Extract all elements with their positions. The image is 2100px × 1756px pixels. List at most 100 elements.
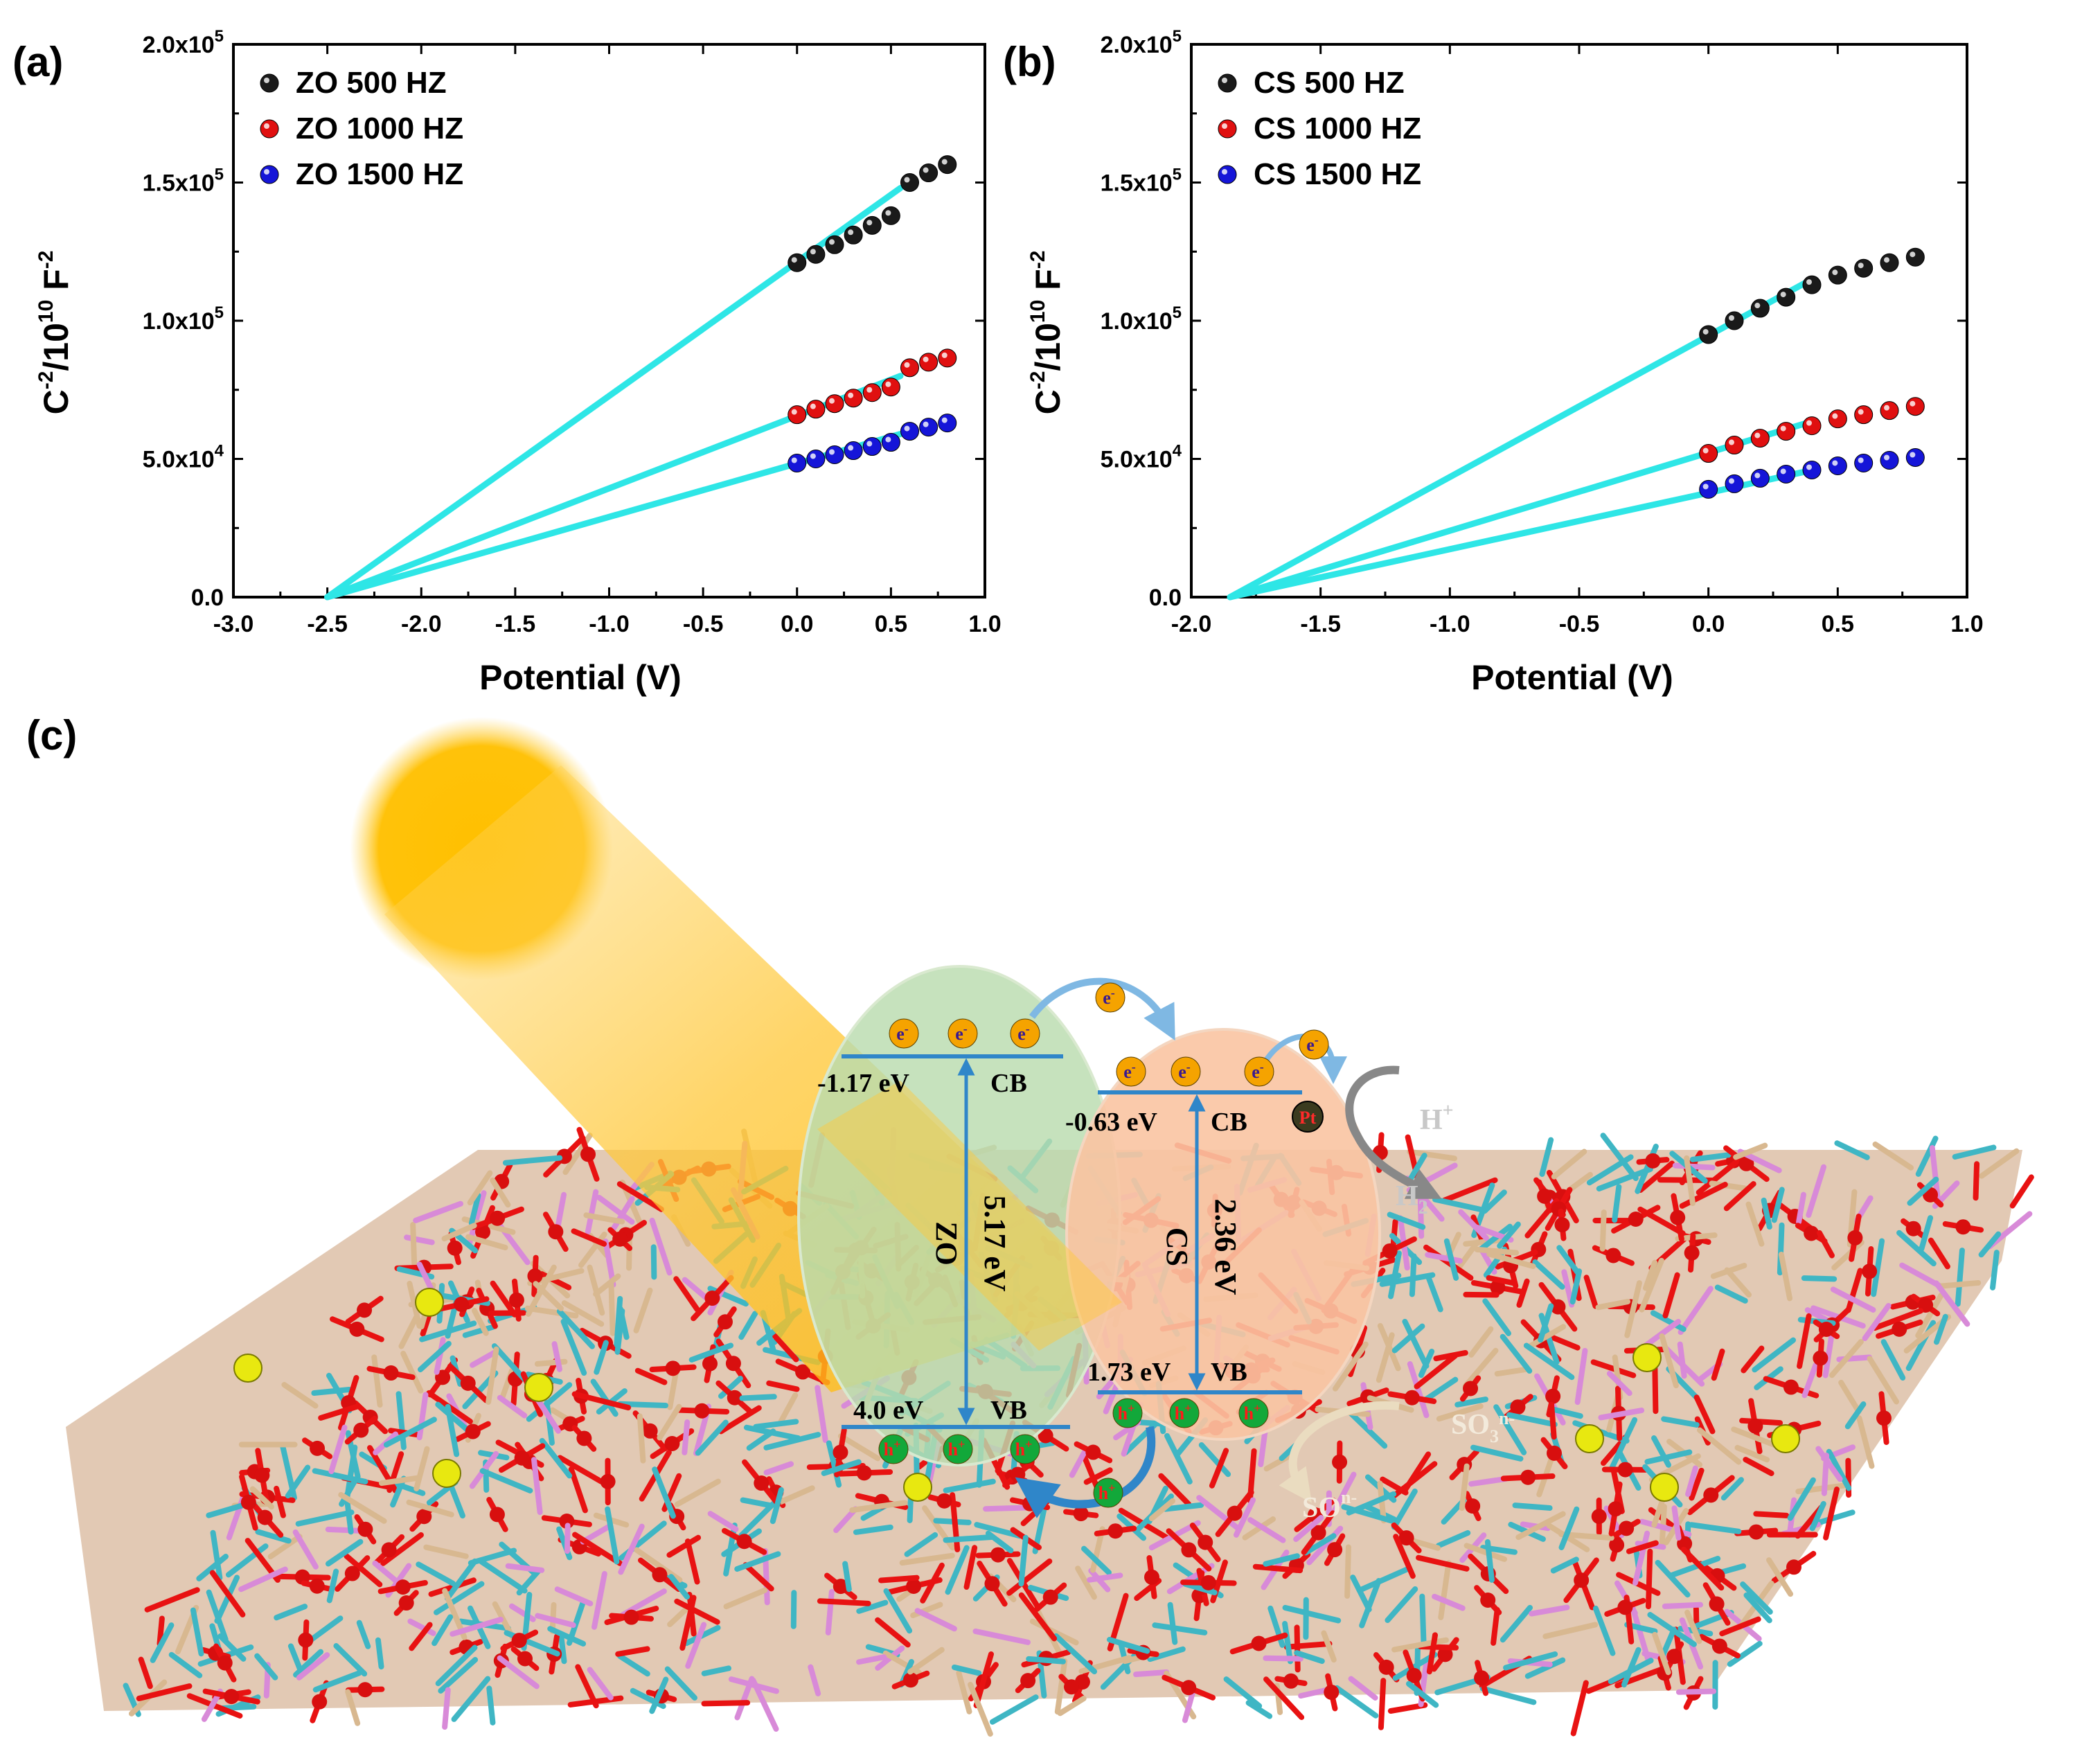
atom-bond [1933, 1313, 1948, 1345]
oxygen-atom [1628, 1212, 1644, 1227]
oxygen-atom [1609, 1537, 1625, 1553]
atom-bond [1414, 1353, 1459, 1390]
atom-bond [1714, 1284, 1748, 1304]
atom-bond [467, 1170, 493, 1206]
atom-bond [1380, 1476, 1409, 1496]
atom-bond [144, 1587, 200, 1613]
data-point-highlight [904, 177, 910, 183]
atom-bond [743, 1424, 801, 1442]
hole [1169, 1398, 1200, 1428]
fit-line [324, 184, 904, 601]
atom-bond [312, 1670, 362, 1693]
atom-bond [1391, 1488, 1418, 1530]
atom-bond [1680, 1546, 1725, 1591]
data-point [1725, 474, 1744, 493]
atom-bond [1331, 1471, 1357, 1515]
atom-bond [1724, 1267, 1752, 1298]
oxygen-atom [1892, 1321, 1907, 1337]
atom-bond [1418, 1348, 1435, 1378]
atom-bond [1391, 1323, 1425, 1354]
atom-bond [338, 1491, 387, 1524]
data-point [900, 173, 919, 192]
atom-bond [371, 1354, 383, 1408]
electron-label: e- [1252, 1060, 1264, 1082]
atom-bond [718, 1376, 743, 1399]
oxygen-atom [1876, 1410, 1892, 1426]
atom-bond [1689, 1467, 1705, 1501]
oxygen-atom [1327, 1542, 1343, 1558]
atom-bond [1624, 1280, 1642, 1338]
atom-bond [591, 1570, 607, 1630]
atom-bond [339, 1476, 359, 1507]
atom-bond [1486, 1275, 1516, 1286]
atom-bond [1392, 1651, 1438, 1681]
oxygen-atom [1783, 1379, 1799, 1395]
oxygen-atom [1617, 1462, 1633, 1478]
atom-bond [1350, 1575, 1372, 1613]
oxygen-atom [717, 1314, 733, 1330]
data-point [938, 155, 957, 175]
data-point [900, 422, 919, 441]
atom-bond [605, 1506, 620, 1565]
atom-bond [1806, 1164, 1827, 1218]
y-tick-label: 5.0x104 [143, 442, 224, 473]
atom-bond [1263, 1553, 1300, 1567]
data-point-highlight [1754, 432, 1761, 438]
oxygen-atom [559, 1513, 575, 1529]
atom-bond [1462, 1347, 1499, 1389]
atom-bond [1433, 1349, 1468, 1362]
atom-bond [1663, 1345, 1705, 1387]
atom-bond [1872, 1308, 1924, 1331]
atom-bond [1915, 1292, 1944, 1338]
oxygen-atom [465, 1424, 481, 1439]
oxygen-atom [294, 1569, 310, 1585]
atom-bond [1826, 1448, 1852, 1491]
y-tick-label: 1.0x105 [143, 303, 224, 335]
atom-bond [1709, 1180, 1747, 1191]
atom-bond [1527, 1324, 1567, 1349]
h2-evolution-arrow [1345, 1065, 1442, 1199]
panel-label-a: (a) [12, 39, 63, 85]
atom-bond [1845, 1268, 1863, 1313]
atom-bond [1089, 1526, 1105, 1573]
atom-bond [778, 1392, 799, 1424]
data-point-highlight [923, 167, 929, 173]
atom-bond [1391, 1637, 1449, 1653]
atom-bond [1662, 1272, 1680, 1319]
oxygen-atom [1605, 1248, 1621, 1263]
data-point-highlight [866, 387, 873, 393]
atom-bond [778, 1485, 815, 1505]
plot-area-a: -3.0 -2.5 -2.0 -1.5 -1.0 -0.5 0.0 0.5 1.0 0.0 5.0x… [143, 27, 1002, 637]
data-point-highlight [810, 453, 816, 459]
atom-bond [136, 1683, 193, 1701]
hole [1238, 1398, 1269, 1428]
atom-bond [1164, 1433, 1193, 1484]
atom-bond [1655, 1559, 1691, 1598]
atom-bond [398, 1314, 419, 1349]
atom-bond [1497, 1221, 1521, 1249]
oxygen-atom [1818, 1321, 1834, 1337]
oxygen-atom [612, 1231, 628, 1247]
zo-vb-label: VB [990, 1396, 1027, 1425]
atom-bond [968, 1681, 993, 1737]
atom-bond [920, 1562, 945, 1604]
legend-marker-highlight [264, 169, 269, 175]
oxygen-atom [642, 1423, 658, 1439]
oxygen-atom [310, 1440, 326, 1456]
atom-bond [1263, 1676, 1305, 1721]
atom-bond [1438, 1560, 1452, 1620]
atom-bond [1731, 1426, 1777, 1448]
data-point [825, 394, 844, 414]
atom-bond [344, 1553, 383, 1588]
oxygen-atom [1332, 1454, 1348, 1470]
h-plus-label: H+ [1420, 1100, 1454, 1136]
zo-name: ZO [929, 1221, 963, 1266]
atom-bond [1423, 1244, 1474, 1281]
electron [1244, 1056, 1274, 1087]
atom-bond [1743, 1457, 1774, 1476]
atom-bond [594, 1340, 609, 1375]
atom-bond [1481, 1189, 1507, 1214]
atom-bond [497, 1655, 540, 1690]
electron-label: e- [1306, 1033, 1319, 1055]
data-point-highlight [1806, 279, 1812, 285]
